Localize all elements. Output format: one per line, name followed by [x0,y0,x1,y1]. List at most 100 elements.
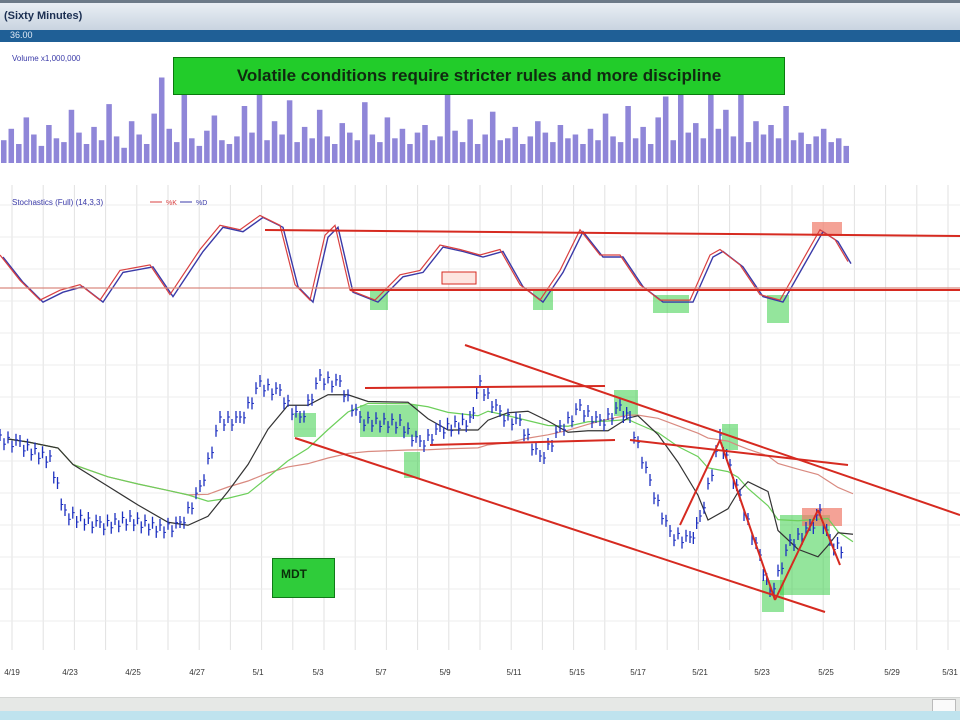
x-tick-label: 5/17 [630,668,646,677]
x-tick-label: 5/25 [818,668,834,677]
volume-bar [489,111,496,163]
x-tick-label: 5/3 [312,668,324,677]
volume-bar [632,138,639,163]
volume-bar [467,119,473,163]
volume-bar [121,147,127,163]
volume-bar [790,140,797,163]
volume-bar [91,126,97,163]
volume-bar [685,132,692,163]
volume-bar [8,128,15,163]
trend-line [464,344,960,516]
volume-bar [31,134,37,163]
x-tick-label: 4/27 [189,668,205,677]
volume-bar [798,132,804,163]
volume-bar [309,138,315,163]
volume-bar [414,132,421,163]
volume-bar [106,104,112,163]
volume-bar [271,121,278,163]
volume-bar [783,106,789,163]
volume-bar [61,142,67,163]
volume-bar [640,126,646,163]
volume-bar [625,106,631,163]
x-tick-label: 4/25 [125,668,141,677]
volume-bar [143,144,150,163]
legend-k: %K [166,200,177,207]
volume-bar [219,140,225,163]
volume-bar [234,136,240,163]
volume-bar [68,109,75,163]
volume-bar [256,85,263,163]
volume-bar [324,136,330,163]
volume-bar [354,140,361,163]
volume-bar [1,140,7,163]
volume-bar [587,128,594,163]
x-tick-label: 5/1 [252,668,264,677]
volume-bar [565,138,571,163]
volume-bar [166,128,173,163]
x-tick-label: 4/19 [4,668,20,677]
volume-bar [151,113,157,163]
volume-bar [384,117,391,163]
x-tick-label: 5/11 [507,668,523,677]
volume-bar [136,134,142,163]
volume-bar [768,125,774,163]
volume-bar [512,126,519,163]
volume-bar [369,134,376,163]
legend-d: %D [196,200,207,207]
volume-bar [249,132,255,163]
ticker-label: MDT [272,558,335,598]
volume-bar [286,100,293,163]
volume-bar [279,134,285,163]
volume-bar [264,140,270,163]
trend-line [364,385,606,389]
volume-bar [504,138,511,163]
bottom-strip [0,711,960,720]
stoch-title: Stochastics (Full) (14,3,3) [12,198,103,207]
volume-bar [241,106,248,163]
volume-bar [542,132,549,163]
stock-chart[interactable]: Volume x1,000,000 Stochastics (Full) (14… [0,42,960,697]
volume-bar [662,96,669,163]
volume-bar [301,126,308,163]
volume-bar [693,123,699,163]
volume-bar [527,136,534,163]
volume-bar [76,132,82,163]
highlight-box [404,452,420,478]
highlight-box [780,515,830,595]
highlight-boxes [294,222,842,612]
volume-bar [362,102,368,163]
volume-bars [1,77,849,163]
volume-bar [211,115,218,163]
volume-bar [189,138,195,163]
volume-bar [843,145,849,163]
volume-bar [617,142,624,163]
horizontal-scrollbar[interactable] [0,697,960,713]
trend-line [294,437,826,613]
x-tick-label: 5/7 [375,668,387,677]
volume-bar [813,136,819,163]
volume-bar [602,113,609,163]
volume-bar [835,138,842,163]
volume-bar [181,90,188,163]
trend-line [429,439,616,446]
volume-bar [407,144,413,163]
stoch-value-marker [441,271,477,285]
volume-bar [46,125,52,163]
trend-line [264,229,960,237]
x-tick-label: 5/15 [569,668,585,677]
volume-bar [53,138,60,163]
volume-bar [708,83,714,163]
stochastic-lines [0,214,960,304]
trend-line [774,509,819,601]
volume-bar [700,138,707,163]
volume-bar [331,144,338,163]
volume-bar [226,144,233,163]
volume-bar [820,128,827,163]
ma-fast-line [7,394,854,558]
volume-bar [23,117,30,163]
volume-bar [730,136,737,163]
trend-line [817,509,841,566]
volume-bar [452,130,458,163]
volume-bar [520,144,526,163]
trend-line [719,439,776,601]
